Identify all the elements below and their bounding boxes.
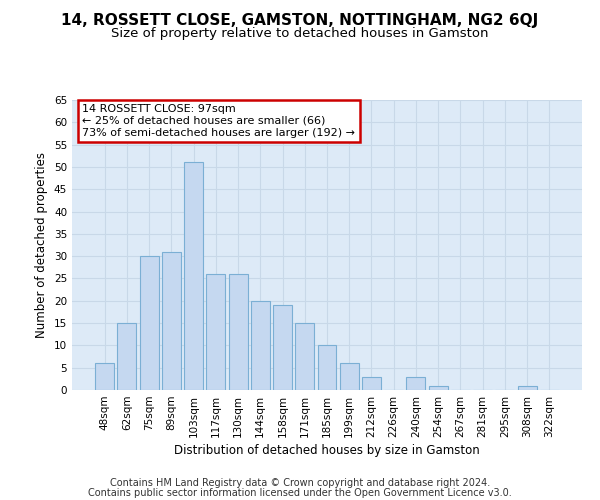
Bar	[229, 274, 248, 390]
Text: Contains HM Land Registry data © Crown copyright and database right 2024.: Contains HM Land Registry data © Crown c…	[110, 478, 490, 488]
Bar	[295, 323, 314, 390]
Bar	[518, 386, 536, 390]
Bar	[95, 363, 114, 390]
Bar	[184, 162, 203, 390]
Text: 14 ROSSETT CLOSE: 97sqm
← 25% of detached houses are smaller (66)
73% of semi-de: 14 ROSSETT CLOSE: 97sqm ← 25% of detache…	[82, 104, 355, 138]
Bar	[251, 301, 270, 390]
Text: 14, ROSSETT CLOSE, GAMSTON, NOTTINGHAM, NG2 6QJ: 14, ROSSETT CLOSE, GAMSTON, NOTTINGHAM, …	[61, 12, 539, 28]
Bar	[406, 376, 425, 390]
X-axis label: Distribution of detached houses by size in Gamston: Distribution of detached houses by size …	[174, 444, 480, 457]
Bar	[206, 274, 225, 390]
Bar	[273, 305, 292, 390]
Bar	[429, 386, 448, 390]
Bar	[140, 256, 158, 390]
Bar	[362, 376, 381, 390]
Bar	[340, 363, 359, 390]
Bar	[162, 252, 181, 390]
Text: Contains public sector information licensed under the Open Government Licence v3: Contains public sector information licen…	[88, 488, 512, 498]
Text: Size of property relative to detached houses in Gamston: Size of property relative to detached ho…	[111, 28, 489, 40]
Bar	[118, 323, 136, 390]
Y-axis label: Number of detached properties: Number of detached properties	[35, 152, 49, 338]
Bar	[317, 346, 337, 390]
